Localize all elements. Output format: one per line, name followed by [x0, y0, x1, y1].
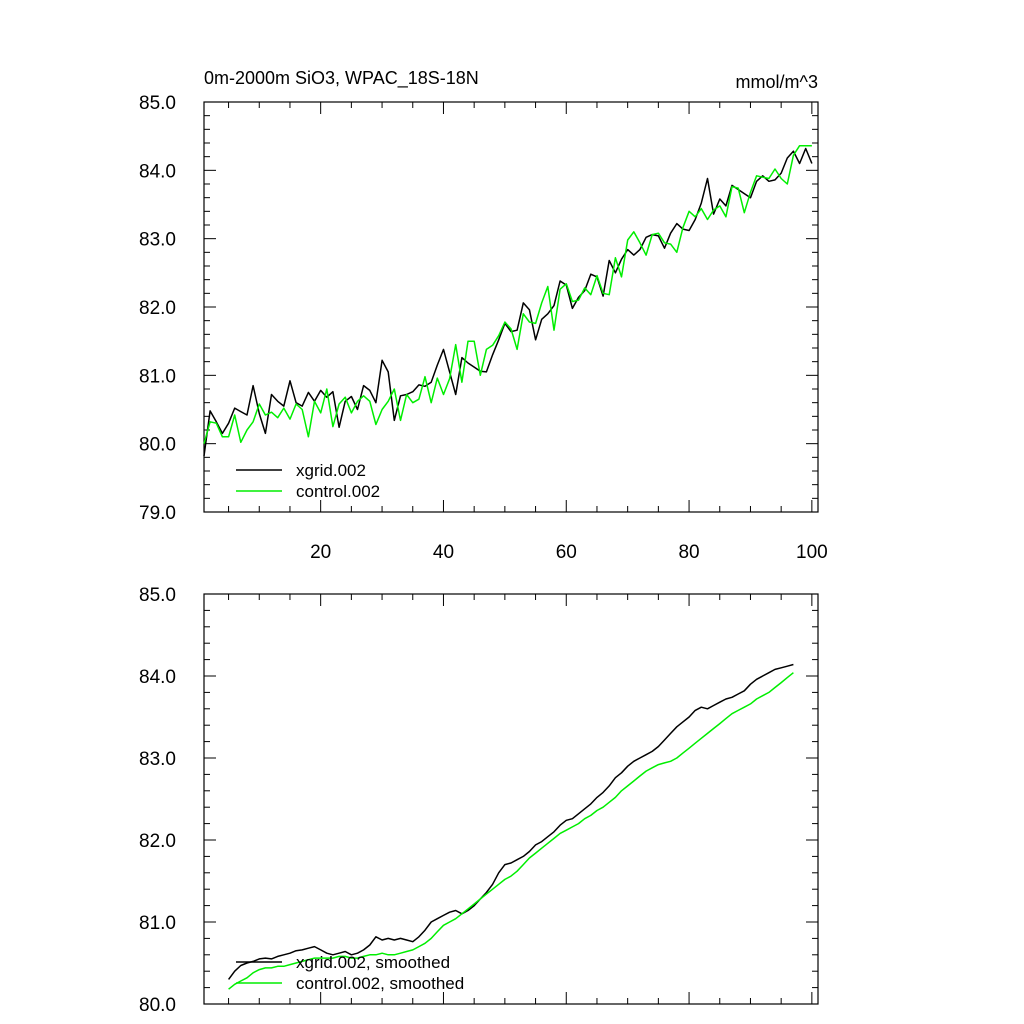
bottom-y-tick-labels: 80.0 81.0 82.0 83.0 84.0 85.0 [139, 585, 176, 1016]
x-tick-label-20: 20 [310, 542, 331, 563]
y-tick-label-84.0: 84.0 [139, 667, 176, 688]
top-x-tick-labels: 20 40 60 80 100 [310, 542, 828, 563]
y-tick-label-81.0: 81.0 [139, 913, 176, 934]
top-plot-frame [203, 101, 819, 513]
top-legend: xgrid.002 control.002 [236, 461, 380, 501]
bottom-plot-frame [203, 593, 819, 1005]
y-tick-label-84.0: 84.0 [139, 161, 176, 182]
y-tick-label-82.0: 82.0 [139, 298, 176, 319]
series-line-xgrid-002-smoothed [227, 663, 794, 980]
top-axis-ticks [204, 101, 818, 513]
bottom-panel: 80.0 81.0 82.0 83.0 84.0 85.0 xgrid.002, smoo… [139, 585, 819, 1016]
y-tick-label-85.0: 85.0 [139, 585, 176, 606]
bottom-legend-label-control: control.002, smoothed [296, 974, 464, 993]
bottom-legend: xgrid.002, smoothed control.002, smoothe… [236, 953, 464, 993]
top-series-lines [203, 144, 813, 457]
series-line-xgrid-002 [203, 147, 813, 457]
top-legend-label-xgrid: xgrid.002 [296, 461, 366, 480]
series-line-control-002-smoothed [228, 672, 794, 990]
x-tick-label-40: 40 [433, 542, 454, 563]
top-chart-units-label: mmol/m^3 [736, 72, 818, 92]
top-chart-title: 0m-2000m SiO3, WPAC_18S-18N [204, 68, 479, 89]
x-tick-label-100: 100 [796, 542, 828, 563]
y-tick-label-80.0: 80.0 [139, 995, 176, 1016]
series-line-control-002 [203, 144, 812, 444]
x-tick-label-60: 60 [556, 542, 577, 563]
bottom-legend-label-xgrid: xgrid.002, smoothed [296, 953, 450, 972]
bottom-series-lines [227, 663, 794, 990]
y-tick-label-79.0: 79.0 [139, 503, 176, 524]
bottom-axis-ticks [204, 593, 818, 1005]
y-tick-label-81.0: 81.0 [139, 366, 176, 387]
y-tick-label-83.0: 83.0 [139, 230, 176, 251]
x-tick-label-80: 80 [678, 542, 699, 563]
y-tick-label-85.0: 85.0 [139, 93, 176, 114]
y-tick-label-80.0: 80.0 [139, 435, 176, 456]
top-y-tick-labels: 79.0 80.0 81.0 82.0 83.0 84.0 85.0 [139, 93, 176, 524]
top-legend-label-control: control.002 [296, 482, 380, 501]
top-panel: 0m-2000m SiO3, WPAC_18S-18N mmol/m^3 20 4… [139, 68, 828, 563]
y-tick-label-83.0: 83.0 [139, 749, 176, 770]
y-tick-label-82.0: 82.0 [139, 831, 176, 852]
